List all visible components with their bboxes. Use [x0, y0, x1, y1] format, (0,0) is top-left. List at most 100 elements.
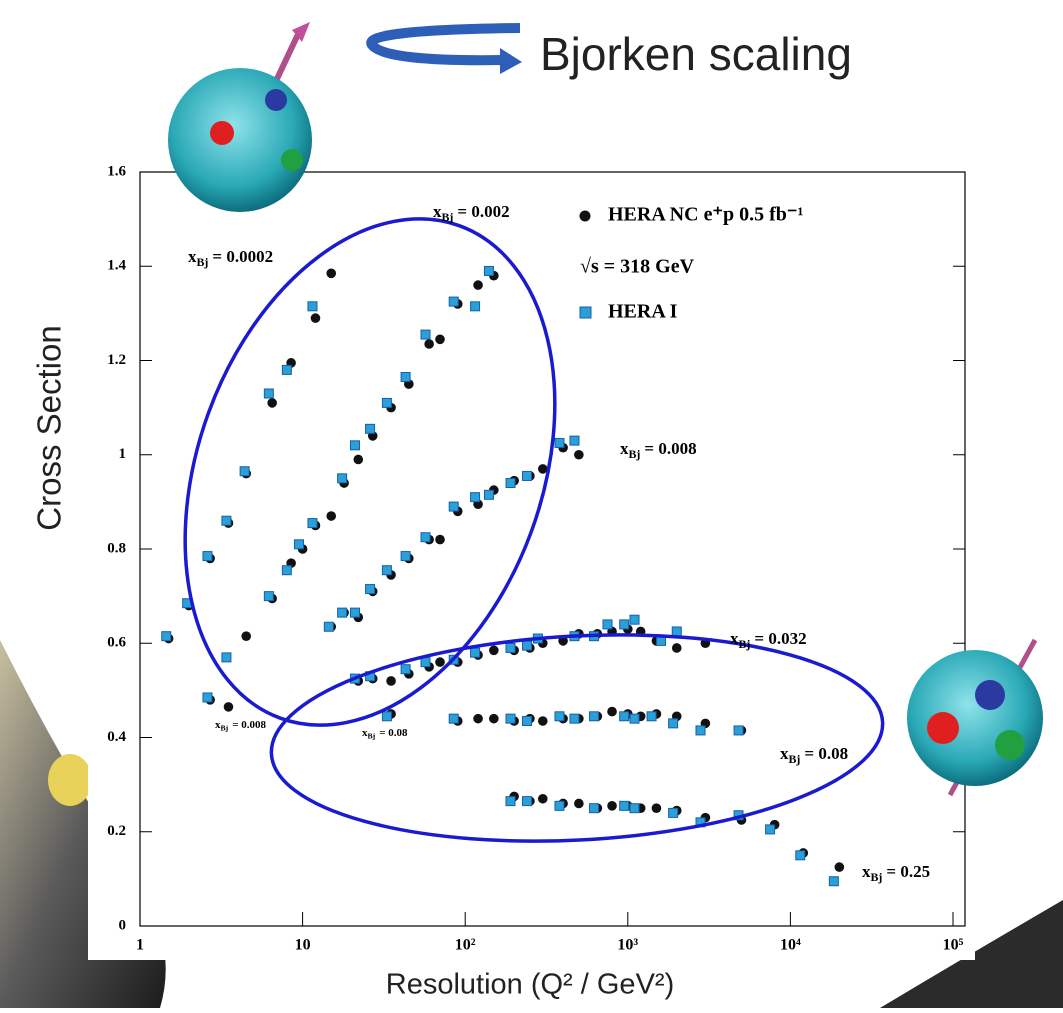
annotation-variable: x [188, 247, 197, 266]
data-point [505, 796, 516, 807]
data-point [695, 725, 706, 736]
rotation-arrowhead [500, 48, 522, 74]
data-point [828, 876, 839, 887]
data-point [424, 339, 434, 349]
data-point [619, 619, 630, 630]
data-point [671, 643, 682, 653]
y-tick-label: 0.8 [107, 540, 126, 556]
data-point [307, 301, 318, 312]
data-point [435, 657, 445, 667]
data-point [307, 518, 318, 529]
annotation-variable: x [862, 862, 871, 881]
proton-image [168, 22, 312, 212]
annotation: xBj = 0.032 [730, 629, 807, 651]
data-point [489, 713, 499, 724]
x-tick-label: 1 [136, 937, 144, 954]
data-point [668, 718, 679, 729]
highlight-ellipse [183, 217, 557, 727]
x-axis-label: Resolution (Q² / GeV²) [386, 969, 674, 1001]
data-point [629, 713, 640, 724]
data-point [733, 725, 744, 736]
x-tick-label: 10³ [617, 937, 638, 954]
data-point [386, 676, 396, 686]
annotation-value: = 0.008 [232, 719, 266, 731]
data-point [629, 614, 640, 625]
legend-label: HERA I [608, 301, 678, 323]
data-point [239, 466, 250, 477]
data-point [221, 652, 232, 663]
annotation-value: = 0.08 [379, 727, 408, 739]
data-point [470, 647, 481, 658]
annotation: xBj = 0.08 [362, 727, 408, 741]
annotation-value: = 0.008 [644, 439, 696, 458]
data-point [326, 511, 337, 521]
highlight-ellipse [269, 633, 885, 843]
data-point [470, 492, 481, 503]
data-point [223, 702, 234, 712]
data-point [470, 301, 481, 312]
annotation: xBj = 0.25 [862, 862, 930, 884]
data-point [537, 716, 548, 726]
data-point [554, 711, 565, 722]
data-point [574, 449, 584, 460]
x-tick-label: 10² [455, 937, 476, 954]
data-point [281, 364, 292, 375]
annotation-subscript: Bj [368, 731, 376, 740]
data-point [505, 713, 516, 724]
data-point [607, 801, 617, 811]
annotation-variable: x [215, 719, 221, 731]
data-point [483, 265, 494, 276]
data-point [522, 640, 533, 651]
data-point [522, 716, 533, 727]
data-point [202, 692, 213, 703]
data-point [267, 398, 277, 408]
data-point [554, 437, 565, 448]
annotation-value: = 0.0002 [212, 247, 273, 266]
data-point [537, 464, 548, 474]
y-tick-label: 0.6 [107, 635, 126, 651]
data-point [326, 268, 337, 279]
data-point [337, 473, 348, 484]
y-axis-label: Cross Section [31, 325, 68, 530]
data-point [365, 423, 376, 434]
legend-marker [579, 306, 592, 319]
annotation-value: = 0.08 [804, 744, 848, 763]
data-point [323, 621, 334, 632]
data-point [607, 706, 617, 717]
data-point [381, 565, 392, 576]
data-point [651, 803, 662, 813]
data-point [489, 645, 499, 656]
annotation-subscript: Bj [442, 210, 454, 224]
data-point [589, 711, 600, 722]
data-point [448, 713, 459, 724]
annotation: xBj = 0.008 [620, 439, 697, 461]
data-point [400, 551, 411, 562]
data-point [435, 534, 445, 545]
legend-marker [579, 210, 591, 222]
y-tick-label: 1 [119, 446, 127, 462]
data-point [671, 626, 682, 637]
data-point [365, 584, 376, 595]
data-point [241, 631, 252, 641]
data-point [505, 478, 516, 489]
annotation-subscript: Bj [871, 870, 883, 884]
data-point [221, 515, 232, 526]
data-point [602, 619, 613, 630]
data-point [619, 711, 630, 722]
data-point [668, 807, 679, 818]
annotation-variable: x [780, 744, 789, 763]
y-tick-label: 1.4 [107, 258, 126, 274]
annotation-variable: x [730, 629, 739, 648]
data-point [574, 798, 584, 809]
annotation-subscript: Bj [789, 752, 801, 766]
annotation-subscript: Bj [197, 255, 209, 269]
data-point [281, 565, 292, 576]
background-bulb [48, 754, 92, 806]
data-point [263, 388, 274, 399]
data-point [554, 800, 565, 811]
annotation-value: = 0.002 [457, 202, 509, 221]
data-point [349, 607, 360, 618]
y-tick-label: 0.2 [107, 823, 126, 839]
y-tick-label: 1.2 [107, 352, 126, 368]
data-point [569, 713, 580, 724]
